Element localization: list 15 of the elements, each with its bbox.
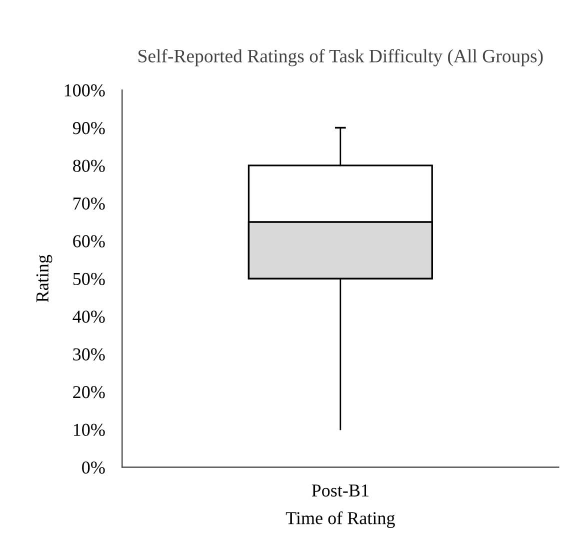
y-tick-label: 40% xyxy=(72,310,105,323)
y-tick-label: 60% xyxy=(73,235,105,248)
y-tick-label: 0% xyxy=(82,461,105,474)
y-tick-label: 10% xyxy=(74,424,105,436)
x-tick-label: Post-B1 xyxy=(312,484,368,497)
y-axis-title: Rating xyxy=(36,254,52,302)
chart-title: Self-Reported Ratings of Task Difficulty (All Groups) xyxy=(138,49,543,66)
x-axis-title: Time of Rating xyxy=(286,511,395,528)
y-tick-label: 30% xyxy=(73,348,105,361)
y-tick-label: 80% xyxy=(73,160,105,172)
y-tick-label: 90% xyxy=(72,122,105,134)
y-tick-label: 70% xyxy=(74,197,105,210)
y-tick-label: 20% xyxy=(73,386,105,398)
y-tick-label: 50% xyxy=(73,272,105,286)
y-tick-label: 100% xyxy=(64,84,105,97)
